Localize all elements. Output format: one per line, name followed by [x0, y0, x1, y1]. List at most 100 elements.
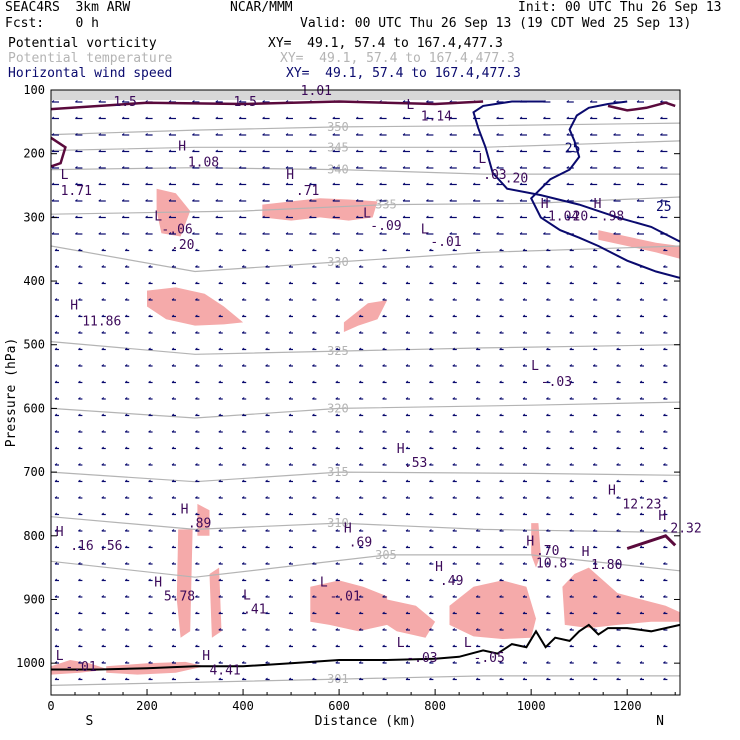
wind-vector-head: [405, 331, 409, 334]
wind-vector-head: [148, 479, 151, 482]
wind-vector-head: [426, 199, 429, 202]
wind-vector-head: [54, 347, 58, 350]
wind-vector-head: [78, 628, 81, 631]
wind-vector-head: [215, 149, 219, 152]
wind-vector-head: [335, 512, 339, 515]
wind-vector-head: [592, 463, 596, 466]
wind-vector-head: [288, 529, 292, 532]
wind-vector-head: [78, 380, 81, 383]
annotation-label: H: [202, 649, 210, 664]
wind-vector-head: [382, 298, 385, 301]
wind-vector-head: [192, 182, 195, 185]
wind-vector-head: [98, 199, 102, 202]
wind-vector-head: [288, 677, 292, 680]
wind-vector-head: [241, 380, 245, 383]
wind-vector-head: [101, 446, 105, 449]
wind-vector-head: [405, 248, 409, 251]
wind-vector-head: [472, 166, 476, 169]
wind-vector-head: [238, 182, 242, 185]
wind-vector-head: [522, 512, 526, 515]
wind-vector-head: [499, 331, 502, 334]
wind-vector-head: [382, 529, 385, 532]
wind-vector-head: [265, 562, 268, 565]
wind-vector-head: [238, 232, 242, 235]
wind-vector-head: [78, 611, 81, 614]
plot-frame: [50, 89, 681, 696]
wind-vector-head: [288, 380, 292, 383]
wind-vector-head: [426, 133, 429, 136]
pv-region-8: [310, 580, 388, 632]
wind-vector-head: [546, 463, 549, 466]
wind-vector-head: [405, 562, 409, 565]
wind-vector-head: [379, 133, 382, 136]
wind-vector-head: [215, 182, 219, 185]
wind-vector-head: [592, 413, 596, 416]
wind-vector-head: [519, 199, 523, 202]
wind-vector-head: [218, 446, 222, 449]
wind-vector-head: [522, 479, 526, 482]
wind-vector-head: [663, 347, 666, 350]
wind-vector-head: [78, 265, 81, 268]
wind-vector-head: [382, 265, 385, 268]
wind-vector-head: [192, 215, 195, 218]
wind-vector-head: [335, 248, 339, 251]
annotation-label: L: [531, 359, 539, 374]
wind-vector-head: [265, 380, 268, 383]
wind-vector-head: [496, 215, 499, 218]
wind-vector-head: [124, 347, 128, 350]
wind-vector-head: [332, 232, 336, 235]
wind-vector-head: [592, 397, 596, 400]
endpoint-right-label: N: [656, 714, 664, 729]
wind-vector-head: [639, 611, 643, 614]
wind-vector-head: [522, 496, 526, 499]
wind-vector-head: [639, 347, 643, 350]
wind-vector-head: [265, 281, 268, 284]
wind-vector-head: [660, 182, 663, 185]
wind-vector-head: [168, 215, 172, 218]
wind-vector-head: [241, 529, 245, 532]
wind-vector-head: [382, 644, 385, 647]
wind-vector-head: [335, 628, 339, 631]
wind-vector-head: [124, 578, 128, 581]
wind-vector-head: [78, 397, 81, 400]
wind-vector-head: [452, 529, 456, 532]
wind-vector-head: [335, 611, 339, 614]
annotation-label: 1.14: [421, 110, 452, 125]
wind-vector-head: [616, 512, 619, 515]
wind-vector-head: [636, 100, 640, 103]
x-tick-label: 400: [232, 699, 254, 713]
wind-vector-head: [285, 199, 289, 202]
wind-vector-head: [171, 331, 175, 334]
wind-vector-head: [499, 248, 502, 251]
wind-vector-head: [195, 677, 198, 680]
x-tick-label: 0: [47, 699, 54, 713]
wind-vector-head: [218, 479, 222, 482]
wind-vector-head: [663, 430, 666, 433]
theta-contour-345: [51, 140, 680, 152]
wind-vector-head: [546, 661, 549, 664]
wind-vector-head: [148, 496, 151, 499]
wind-vector-head: [592, 611, 596, 614]
wind-vector-head: [312, 331, 315, 334]
wind-vector-head: [124, 611, 128, 614]
wind-vector-head: [475, 512, 479, 515]
wind-vector-head: [429, 446, 432, 449]
wind-vector-head: [312, 248, 315, 251]
wind-vector-head: [262, 133, 265, 136]
wind-vector-head: [309, 133, 312, 136]
wind-vector-head: [382, 628, 385, 631]
wind-vector-head: [449, 182, 453, 185]
wind-vector-head: [663, 364, 666, 367]
wind-vector-head: [54, 529, 58, 532]
wind-vector-head: [309, 116, 312, 119]
wind-vector-head: [499, 265, 502, 268]
wind-vector-head: [589, 149, 593, 152]
wind-vector-head: [54, 677, 58, 680]
wind-vector-head: [592, 545, 596, 548]
wind-vector-head: [121, 116, 125, 119]
wind-vector-head: [639, 677, 643, 680]
wind-vector-head: [452, 314, 456, 317]
wind-vector-head: [78, 298, 81, 301]
wind-vector-head: [475, 364, 479, 367]
